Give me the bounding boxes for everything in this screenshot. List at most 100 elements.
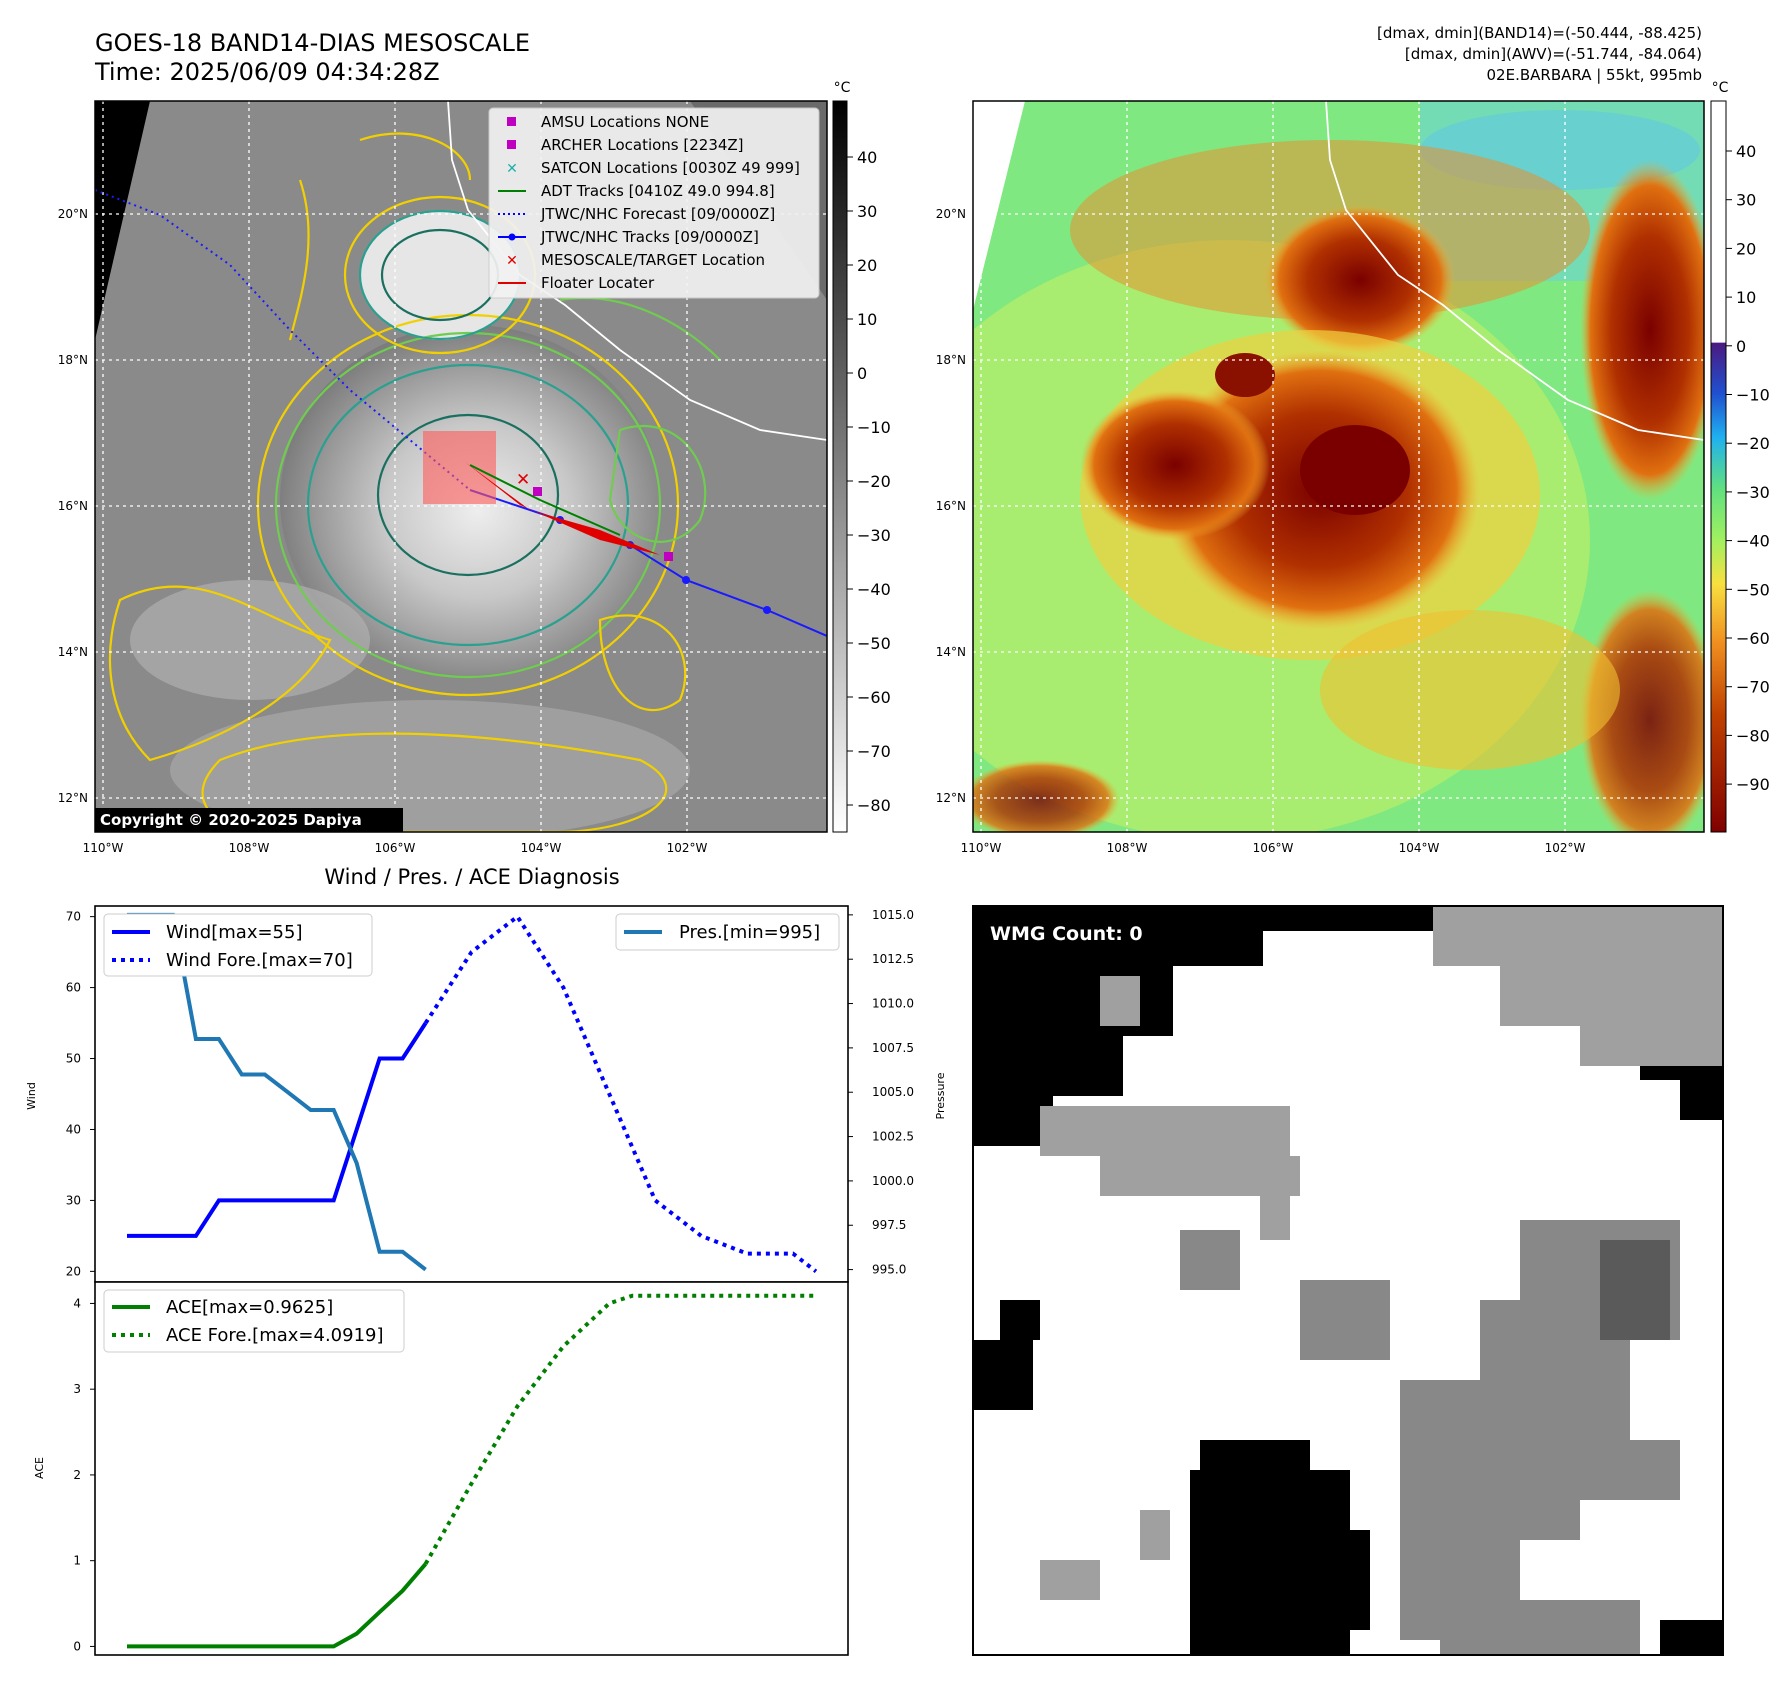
color-map-coastline <box>1325 101 1704 441</box>
colorbar2-tick: 20 <box>1736 239 1756 258</box>
colorbar-color <box>1710 100 1727 833</box>
lon-tick: 104°W <box>1399 841 1440 855</box>
wmg-cell <box>1433 906 1723 966</box>
colorbar1-tick: 10 <box>857 310 877 329</box>
legend-label-3: ADT Tracks [0410Z 49.0 994.8] <box>541 182 775 200</box>
title-line2: Time: 2025/06/09 04:34:28Z <box>94 58 440 86</box>
wmg-cell <box>1600 1240 1670 1340</box>
legend-label-6: MESOSCALE/TARGET Location <box>541 251 765 269</box>
ytick-label: 20 <box>66 1264 81 1278</box>
colorbar1-tick: −40 <box>857 580 891 599</box>
pressure-ylabel: Pressure <box>934 1072 947 1119</box>
colorbar1-tick: 40 <box>857 148 877 167</box>
ytick-label: 0 <box>73 1639 81 1653</box>
colorbar2-tick: 30 <box>1736 191 1756 210</box>
map-axis-labels: 110°W 108°W 106°W 104°W 102°W 20°N 18°N 16°N 14°… <box>58 207 1586 855</box>
wind-pressure-chart: 20 30 40 50 60 70 995.0 997.5 1000.0 1002.5 1005.0… <box>66 908 914 1278</box>
wmg-cell <box>1580 1026 1723 1066</box>
colorbar-gray-ticks: 40 30 20 10 0 −10 −20 −30 −40 −50 −60 −70 −80 <box>847 148 891 815</box>
colorbar1-tick: 20 <box>857 256 877 275</box>
series-line-0 <box>127 1022 428 1238</box>
colorbar2-tick: −80 <box>1736 726 1770 745</box>
ytick-label: 50 <box>66 1052 81 1066</box>
colorbar1-tick: −20 <box>857 472 891 491</box>
map-legend: AMSU Locations NONE ARCHER Locations [223… <box>488 107 820 299</box>
legend-marker-1 <box>507 140 516 149</box>
color-ir-map-panel <box>973 101 1704 832</box>
ytick-right-label: 1000.0 <box>872 1174 914 1188</box>
ytick-right-label: 1005.0 <box>872 1085 914 1099</box>
legend-marker-0 <box>507 117 516 126</box>
ytick-label: 1 <box>73 1554 81 1568</box>
colorbar2-tick: −40 <box>1736 532 1770 551</box>
wmg-cell <box>1260 1190 1290 1240</box>
ace-legend-label-0: ACE[max=0.9625] <box>166 1297 333 1318</box>
wmg-cell <box>973 906 1263 966</box>
svg-text:✕: ✕ <box>516 470 530 490</box>
title-line1: GOES-18 BAND14-DIAS MESOSCALE <box>95 29 530 57</box>
legend-marker-2: ✕ <box>506 161 518 177</box>
colorbar1-tick: −10 <box>857 418 891 437</box>
wind-legend-box <box>103 913 373 977</box>
wmg-cell <box>1660 1620 1723 1655</box>
lon-tick: 102°W <box>1545 841 1586 855</box>
pressure-legend-box <box>615 913 840 951</box>
colorbar2-tick: −20 <box>1736 434 1770 453</box>
wmg-cell <box>1040 1106 1290 1156</box>
ace-ylabel: ACE <box>33 1457 46 1479</box>
lat-tick: 12°N <box>936 791 966 805</box>
info-line1: [dmax, dmin](BAND14)=(-50.444, -88.425) <box>1377 24 1702 42</box>
legend-marker-dot-5 <box>508 233 516 241</box>
ace-legend-box <box>103 1289 405 1353</box>
pressure-legend-label: Pres.[min=995] <box>679 922 820 943</box>
ytick-label: 70 <box>66 910 81 924</box>
wmg-cell <box>973 1340 1033 1410</box>
legend-label-7: Floater Locater <box>541 274 655 292</box>
wind-ylabel: Wind <box>25 1082 38 1110</box>
wmg-cell <box>1440 1600 1640 1655</box>
copyright-text: Copyright © 2020-2025 Dapiya <box>100 811 362 829</box>
wmg-cell <box>1280 1530 1370 1630</box>
ace-legend-label-1: ACE Fore.[max=4.0919] <box>166 1325 384 1346</box>
lat-tick: 14°N <box>936 645 966 659</box>
ytick-label: 4 <box>73 1296 81 1310</box>
colorbar1-tick: −80 <box>857 796 891 815</box>
colorbar1-tick: −50 <box>857 634 891 653</box>
colorbar1-tick: 0 <box>857 364 867 383</box>
info-line2: [dmax, dmin](AWV)=(-51.744, -84.064) <box>1405 45 1702 63</box>
wmg-cell <box>1100 1156 1300 1196</box>
colorbar2-tick: −30 <box>1736 483 1770 502</box>
legend-label-1: ARCHER Locations [2234Z] <box>541 136 744 154</box>
colorbar1-tick: −70 <box>857 742 891 761</box>
lon-tick: 102°W <box>667 841 708 855</box>
colorbar1-unit: °C <box>834 80 851 96</box>
lat-tick: 14°N <box>58 645 88 659</box>
ir-map-coastline <box>447 101 827 441</box>
legend-label-2: SATCON Locations [0030Z 49 999] <box>541 159 800 177</box>
wmg-cell <box>1500 966 1723 1026</box>
lat-tick: 20°N <box>936 207 966 221</box>
colorbar2-tick: 0 <box>1736 337 1746 356</box>
wmg-cell <box>973 966 1173 1036</box>
colorbar1-tick: 30 <box>857 202 877 221</box>
legend-label-5: JTWC/NHC Tracks [09/0000Z] <box>540 228 759 246</box>
colorbar2-tick: −60 <box>1736 629 1770 648</box>
ytick-right-label: 997.5 <box>872 1218 906 1232</box>
colorbar2-tick: −10 <box>1736 386 1770 405</box>
ytick-right-label: 995.0 <box>872 1263 906 1277</box>
lat-tick: 20°N <box>58 207 88 221</box>
diagnosis-title: Wind / Pres. / ACE Diagnosis <box>324 865 619 889</box>
lat-tick: 18°N <box>936 353 966 367</box>
colorbar1-tick: −30 <box>857 526 891 545</box>
lon-tick: 110°W <box>83 841 124 855</box>
lat-tick: 18°N <box>58 353 88 367</box>
ytick-right-label: 1012.5 <box>872 952 914 966</box>
series-line-0 <box>127 1562 428 1649</box>
wmg-cell <box>973 1036 1123 1096</box>
colorbar2-tick: 10 <box>1736 288 1756 307</box>
ytick-label: 40 <box>66 1122 81 1136</box>
series-line-1 <box>423 1293 816 1565</box>
ace-chart: 0 1 2 3 4 ACE[max=0.9625] ACE Fore.[max=4.0919… <box>73 1289 816 1653</box>
lat-tick: 16°N <box>936 499 966 513</box>
